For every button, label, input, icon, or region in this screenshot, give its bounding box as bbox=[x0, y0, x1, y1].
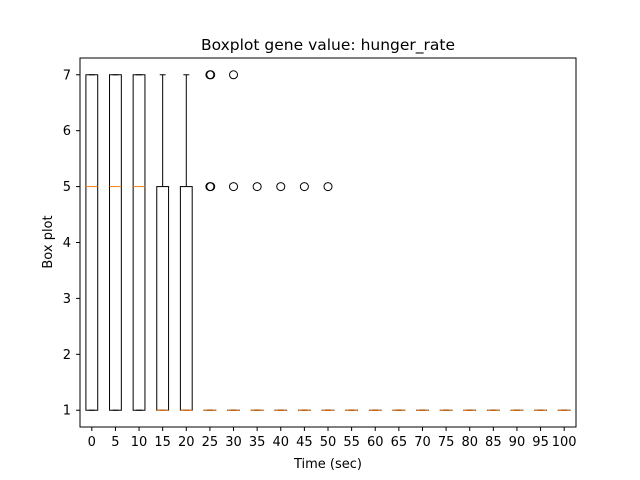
box-group-40 bbox=[274, 182, 288, 411]
flier-45-5 bbox=[299, 182, 309, 192]
box-group-10 bbox=[132, 74, 146, 411]
x-tick-label-30: 30 bbox=[225, 435, 242, 450]
box-group-0 bbox=[85, 74, 99, 411]
x-tick-label-75: 75 bbox=[438, 435, 455, 450]
x-axis-label: Time (sec) bbox=[293, 457, 362, 472]
flier-30-7 bbox=[229, 70, 239, 80]
x-tick-label-95: 95 bbox=[532, 435, 549, 450]
x-tick-label-50: 50 bbox=[320, 435, 337, 450]
y-tick-label-3: 3 bbox=[63, 292, 71, 307]
x-tick-label-20: 20 bbox=[178, 435, 195, 450]
x-tick-label-60: 60 bbox=[367, 435, 384, 450]
y-axis-label: Box plot bbox=[41, 215, 56, 268]
box-5 bbox=[109, 74, 122, 411]
box-10 bbox=[132, 74, 146, 411]
x-tick-label-65: 65 bbox=[391, 435, 408, 450]
x-tick-label-90: 90 bbox=[509, 435, 526, 450]
flier-30-5 bbox=[229, 182, 239, 192]
y-tick-label-6: 6 bbox=[63, 124, 71, 139]
flier-40-5 bbox=[276, 182, 286, 192]
x-tick-label-85: 85 bbox=[485, 435, 502, 450]
box-group-30 bbox=[227, 70, 240, 411]
box-15 bbox=[156, 186, 170, 411]
y-tick-label-4: 4 bbox=[63, 236, 71, 251]
axes-frame bbox=[79, 57, 577, 428]
box-group-25 bbox=[203, 70, 217, 411]
x-tick-label-25: 25 bbox=[202, 435, 219, 450]
flier-25-5-dup bbox=[206, 182, 216, 192]
y-tick-label-1: 1 bbox=[63, 404, 71, 419]
x-tick-label-55: 55 bbox=[343, 435, 360, 450]
flier-25-7-dup bbox=[206, 70, 216, 80]
x-tick-label-15: 15 bbox=[154, 435, 171, 450]
x-tick-label-40: 40 bbox=[272, 435, 289, 450]
x-tick-label-10: 10 bbox=[131, 435, 148, 450]
y-tick-label-2: 2 bbox=[63, 348, 71, 363]
x-tick-label-100: 100 bbox=[552, 435, 577, 450]
box-group-5 bbox=[109, 74, 122, 411]
box-20 bbox=[179, 186, 193, 411]
x-tick-label-70: 70 bbox=[414, 435, 431, 450]
x-tick-label-35: 35 bbox=[249, 435, 266, 450]
x-tick-label-5: 5 bbox=[111, 435, 119, 450]
box-group-50 bbox=[321, 182, 335, 411]
box-group-20 bbox=[179, 74, 193, 411]
box-0 bbox=[85, 74, 99, 411]
plot-layer bbox=[85, 70, 571, 411]
box-group-45 bbox=[297, 182, 311, 411]
flier-50-5 bbox=[323, 182, 333, 192]
x-tick-label-45: 45 bbox=[296, 435, 313, 450]
x-tick-label-80: 80 bbox=[461, 435, 478, 450]
box-group-15 bbox=[156, 74, 170, 411]
flier-35-5 bbox=[252, 182, 262, 192]
y-tick-label-7: 7 bbox=[63, 68, 71, 83]
x-tick-label-0: 0 bbox=[88, 435, 96, 450]
y-tick-label-5: 5 bbox=[63, 180, 71, 195]
chart-title: Boxplot gene value: hunger_rate bbox=[201, 36, 455, 55]
box-group-35 bbox=[250, 182, 264, 411]
